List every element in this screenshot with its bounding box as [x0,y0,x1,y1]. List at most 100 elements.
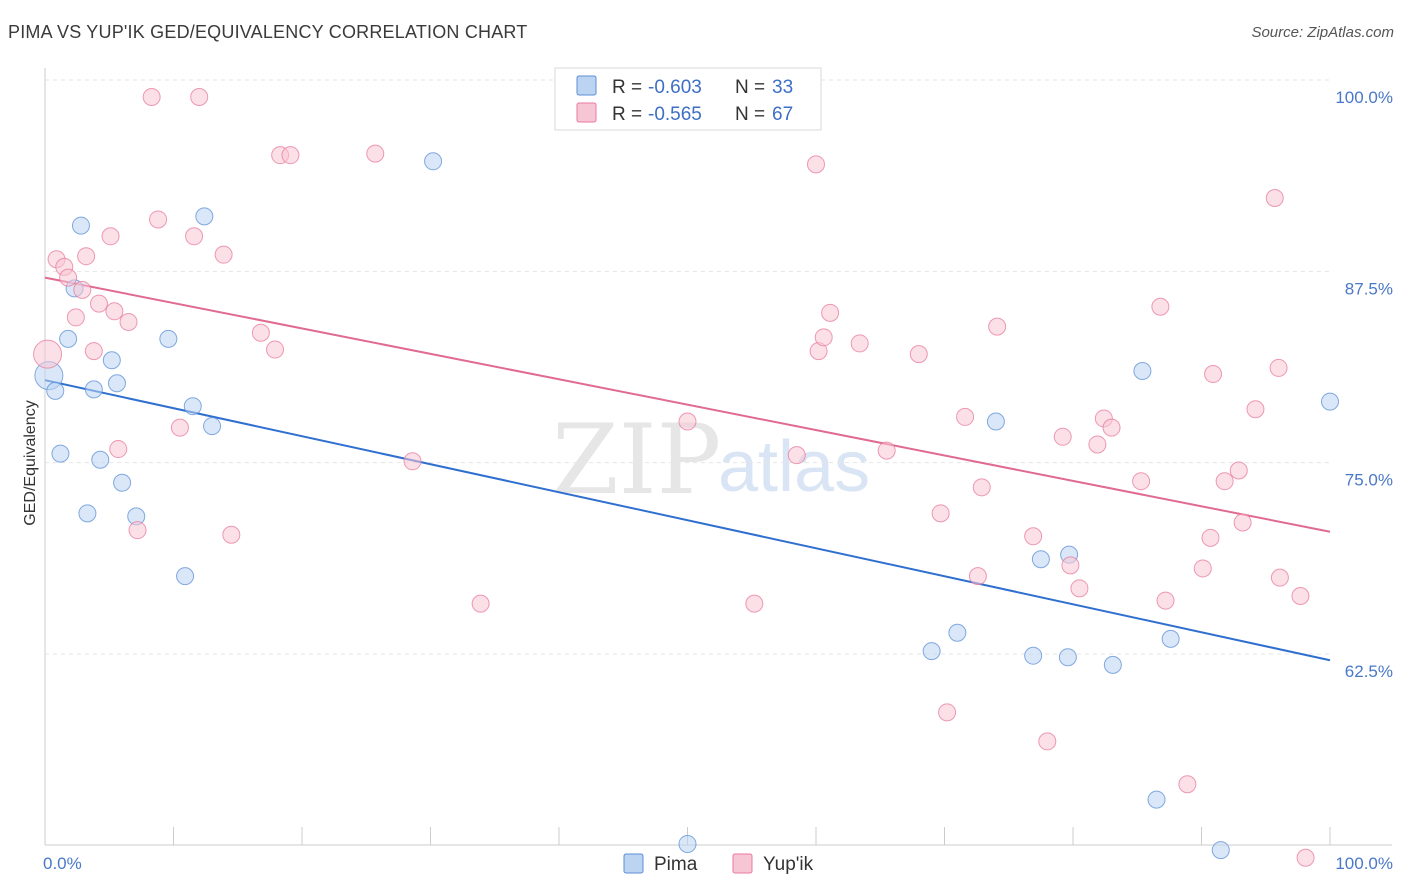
legend-r-value-yupik: -0.565 [648,104,702,125]
yupik-point-4 [66,308,85,327]
watermark-atlas: atlas [718,427,870,507]
pima-point-9 [102,351,121,370]
y-tick-label-2: 75.0% [1345,471,1393,490]
chart-title: PIMA VS YUP'IK GED/EQUIVALENCY CORRELATI… [8,22,528,42]
yupik-point-44 [1024,527,1043,546]
yupik-point-67 [1296,848,1315,867]
series-legend: Pima Yup'ik [623,853,814,875]
yupik-point-59 [1215,472,1234,491]
pima-point-5 [71,216,90,235]
yupik-point-10 [105,302,124,321]
yupik-point-64 [1269,358,1288,377]
legend-swatch-pima [576,75,597,96]
pima-point-30 [1161,629,1180,648]
yupik-point-5 [73,280,92,299]
yupik-point-0 [33,339,63,369]
pima-point-3 [59,329,78,348]
yupik-point-51 [1102,418,1121,437]
yupik-point-18 [190,88,209,106]
yupik-point-58 [1204,365,1223,384]
legend-n-label-yupik: N = [735,104,765,125]
y-axis-label: GED/Equivalency [22,400,39,525]
y-tick-label-1: 87.5% [1345,279,1393,298]
legend-r-value-pima: -0.603 [648,77,702,98]
yupik-point-20 [222,525,241,544]
pima-point-27 [1103,655,1122,674]
yupik-point-55 [1178,775,1197,794]
yupik-point-48 [1070,579,1089,598]
yupik-point-41 [968,567,987,586]
yupik-point-24 [281,146,300,165]
pima-point-17 [203,417,222,436]
yupik-trend-line [44,276,1331,533]
correlation-legend: R = -0.603 N = 33 R = -0.565 N = 67 [554,67,822,131]
yupik-point-52 [1132,472,1151,491]
pima-point-20 [922,642,941,661]
yupik-point-42 [972,478,991,497]
yupik-point-57 [1201,528,1220,547]
yupik-point-47 [1061,556,1080,575]
trend-lines [44,276,1331,662]
yupik-point-61 [1233,513,1252,532]
yupik-point-9 [101,227,120,246]
legend-n-value-pima: 33 [772,77,793,98]
yupik-point-65 [1270,568,1289,587]
x-tick-labels: 0.0% 100.0% [43,854,1393,873]
legend-swatch-yupik [576,102,597,123]
yupik-point-29 [745,594,764,613]
yupik-point-36 [877,441,896,460]
yupik-point-22 [266,340,285,359]
yupik-point-15 [149,210,168,229]
legend-r-label-pima: R = [612,77,642,98]
legend-r-label-yupik: R = [612,104,642,125]
yupik-point-33 [814,328,833,347]
yupik-point-60 [1229,461,1248,480]
pima-point-22 [986,412,1005,431]
pima-point-10 [107,374,126,393]
yupik-point-53 [1151,297,1170,316]
yupik-point-66 [1291,586,1310,605]
yupik-point-21 [251,323,270,342]
yupik-point-30 [787,446,806,465]
legend-n-label-pima: N = [735,77,765,98]
pima-point-28 [1133,361,1152,380]
yupik-point-54 [1156,591,1175,610]
pima-point-23 [1024,646,1043,665]
yupik-point-46 [1053,427,1072,446]
pima-point-21 [948,623,967,642]
x-tick-label-0: 0.0% [43,854,82,873]
yupik-point-12 [119,313,138,332]
yupik-point-38 [931,504,950,523]
pima-point-29 [1147,790,1166,809]
series-legend-label-yupik: Yup'ik [763,854,814,875]
yupik-point-27 [471,594,490,613]
pima-point-15 [183,397,202,416]
yupik-point-40 [956,407,975,426]
yupik-point-7 [84,342,103,361]
series-legend-swatch-yupik [732,853,753,874]
pima-point-6 [78,504,97,523]
pima-trend-line [44,379,1331,662]
pima-point-18 [424,152,443,171]
pima-point-25 [1058,648,1077,667]
yupik-point-28 [678,412,697,431]
yupik-point-45 [1038,732,1057,751]
series-legend-swatch-pima [623,853,644,874]
yupik-point-26 [403,452,422,471]
data-points [33,88,1339,867]
yupik-point-34 [821,303,840,322]
yupik-point-63 [1265,189,1284,208]
yupik-point-3 [59,268,78,287]
pima-point-13 [159,329,178,348]
watermark: ZIP atlas [552,404,870,516]
x-tick-label-1: 100.0% [1335,854,1393,873]
yupik-point-39 [938,703,957,722]
yupik-point-62 [1246,400,1265,419]
legend-n-value-yupik: 67 [772,104,793,125]
pima-point-7 [84,380,103,399]
yupik-point-35 [850,334,869,353]
y-tick-label-3: 62.5% [1345,662,1393,681]
pima-point-8 [91,450,110,469]
pima-point-31 [1211,841,1230,860]
